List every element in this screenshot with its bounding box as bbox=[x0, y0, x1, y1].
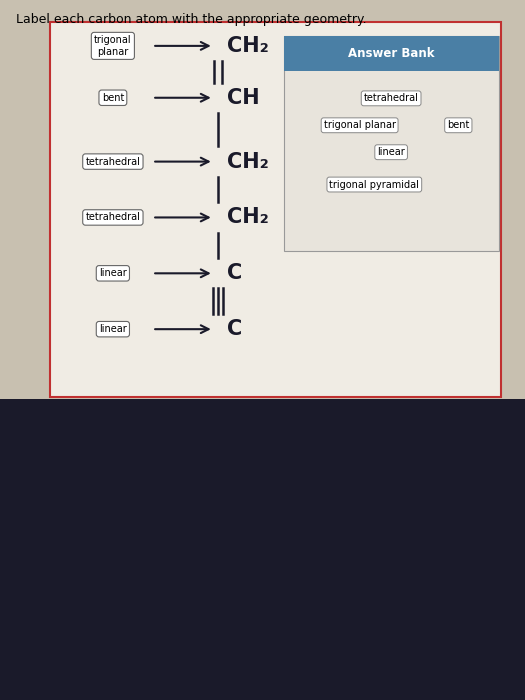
Text: Answer Bank: Answer Bank bbox=[348, 48, 434, 60]
Text: CH₂: CH₂ bbox=[227, 36, 269, 56]
Text: tetrahedral: tetrahedral bbox=[364, 93, 418, 104]
Text: C: C bbox=[227, 319, 243, 339]
Text: trigonal
planar: trigonal planar bbox=[94, 35, 132, 57]
Text: linear: linear bbox=[99, 324, 127, 334]
FancyBboxPatch shape bbox=[50, 22, 501, 396]
Text: tetrahedral: tetrahedral bbox=[86, 213, 140, 223]
Text: linear: linear bbox=[377, 147, 405, 158]
Text: bent: bent bbox=[447, 120, 469, 130]
Text: CH₂: CH₂ bbox=[227, 207, 269, 228]
Text: Label each carbon atom with the appropriate geometry.: Label each carbon atom with the appropri… bbox=[16, 13, 366, 26]
FancyBboxPatch shape bbox=[284, 36, 499, 71]
Text: linear: linear bbox=[99, 268, 127, 279]
Text: tetrahedral: tetrahedral bbox=[86, 157, 140, 167]
FancyBboxPatch shape bbox=[284, 36, 499, 251]
Text: bent: bent bbox=[102, 93, 124, 103]
FancyBboxPatch shape bbox=[0, 0, 525, 399]
Text: trigonal planar: trigonal planar bbox=[323, 120, 396, 130]
Text: CH₂: CH₂ bbox=[227, 152, 269, 172]
Text: CH: CH bbox=[227, 88, 260, 108]
Text: trigonal pyramidal: trigonal pyramidal bbox=[329, 179, 419, 190]
Text: C: C bbox=[227, 263, 243, 284]
